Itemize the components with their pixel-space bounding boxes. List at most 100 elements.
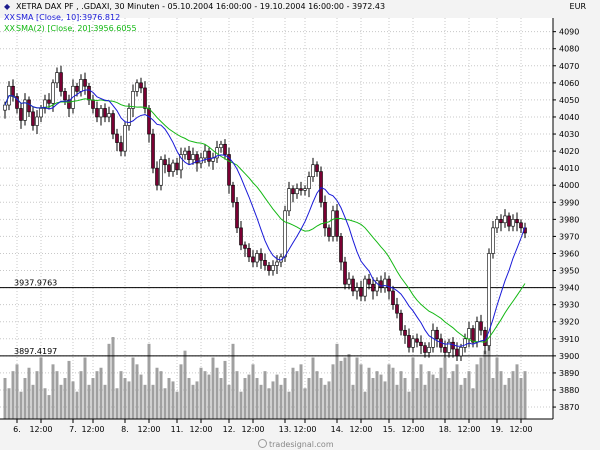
candle-body [187, 150, 191, 160]
candlesticks [3, 65, 527, 361]
price-axis-label: 4070 [559, 62, 579, 71]
candle-body [35, 116, 39, 126]
volume-bar [295, 371, 299, 419]
time-axis-label: 15. [383, 425, 396, 434]
volume-bar [347, 354, 351, 419]
volume-bar [207, 374, 211, 419]
candle-body [251, 256, 255, 263]
sma-10-line [4, 89, 526, 347]
time-axis-label: 12:00 [293, 425, 316, 434]
candle-body [287, 188, 291, 212]
candle-body [55, 72, 59, 84]
time-axis-label: 12. [223, 425, 236, 434]
volume-bar [223, 360, 227, 419]
volume-bar [427, 371, 431, 419]
candle-body [51, 82, 55, 104]
candle-body [487, 253, 491, 346]
volume-bar [115, 388, 119, 419]
volume-bar [375, 371, 379, 419]
time-axis-label: 19. [491, 425, 504, 434]
volume-bar [191, 384, 195, 419]
volume-bar [487, 343, 491, 419]
volume-bar [227, 384, 231, 419]
time-axis-label: 12:00 [509, 425, 532, 434]
candle-body [23, 99, 27, 121]
volume-bar [79, 371, 83, 419]
price-axis-label: 3880 [559, 386, 579, 395]
volume-bar [483, 350, 487, 419]
candle-body [15, 96, 19, 109]
price-axis-label: 3950 [559, 267, 579, 276]
candle-body [63, 91, 67, 101]
candle-body [447, 341, 451, 353]
volume-bar [491, 378, 495, 419]
candle-body [67, 99, 71, 109]
volume-bar [243, 378, 247, 419]
volume-bar [75, 391, 79, 419]
volume-bar [235, 371, 239, 419]
candle-body [135, 82, 139, 92]
volume-bar [331, 364, 335, 419]
volume-bar [3, 378, 7, 419]
volume-bar [475, 364, 479, 419]
volume-bar [167, 378, 171, 419]
volume-bar [519, 378, 523, 419]
candle-body [283, 210, 287, 258]
price-axis-label: 3980 [559, 215, 579, 224]
time-axis-label: 11. [171, 425, 184, 434]
volume-bar [179, 364, 183, 419]
volume-bar [387, 364, 391, 419]
candle-body [511, 219, 515, 227]
volume-bar [419, 364, 423, 419]
price-axis-label: 4080 [559, 45, 579, 54]
candle-body [271, 265, 275, 271]
volume-bar [431, 374, 435, 419]
candle-body [303, 188, 307, 191]
volume-bar [511, 371, 515, 419]
candle-body [151, 133, 155, 169]
candle-body [119, 142, 123, 152]
volume-bar [67, 360, 71, 419]
volume-bar [439, 367, 443, 419]
candle-body [499, 219, 503, 224]
candle-body [247, 248, 251, 258]
volume-bar [415, 378, 419, 419]
candle-body [467, 328, 471, 340]
legend-text: XETRA DAX PF , .GDAXI, 30 Minuten - 05.1… [16, 2, 386, 11]
candle-body [139, 82, 143, 89]
candle-body [519, 222, 523, 229]
candle-body [267, 265, 271, 271]
volume-bar [175, 391, 179, 419]
volume-bar [15, 364, 19, 419]
legend-text: SMA [Close, 10]:3976.812 [16, 13, 121, 22]
volume-bar [103, 384, 107, 419]
candle-body [27, 99, 31, 113]
volume-bar [327, 381, 331, 419]
candle-body [115, 133, 119, 143]
volume-bar [515, 364, 519, 419]
legend-entry: XXSMA(2) [Close, 20]:3956.6055 [4, 23, 137, 34]
volume-bar [407, 391, 411, 419]
candle-body [19, 108, 23, 121]
volume-bar [335, 343, 339, 419]
volume-bar [443, 357, 447, 419]
candle-body [359, 287, 363, 297]
volume-bar [311, 357, 315, 419]
volume-bar [343, 357, 347, 419]
volume-bar [7, 388, 11, 419]
candle-body [227, 154, 231, 186]
candle-body [95, 108, 99, 118]
volume-bar [503, 384, 507, 419]
candle-body [191, 154, 195, 160]
price-axis-label: 4060 [559, 79, 579, 88]
candle-body [243, 244, 247, 249]
candle-body [203, 150, 207, 159]
volume-bar [139, 374, 143, 419]
candle-body [299, 188, 303, 191]
price-axis-label: 4090 [559, 28, 579, 37]
volume-bar [355, 357, 359, 419]
candle-body [387, 278, 391, 292]
volume-bar [91, 378, 95, 419]
volume-bar [523, 371, 527, 419]
price-axis-label: 4000 [559, 181, 579, 190]
